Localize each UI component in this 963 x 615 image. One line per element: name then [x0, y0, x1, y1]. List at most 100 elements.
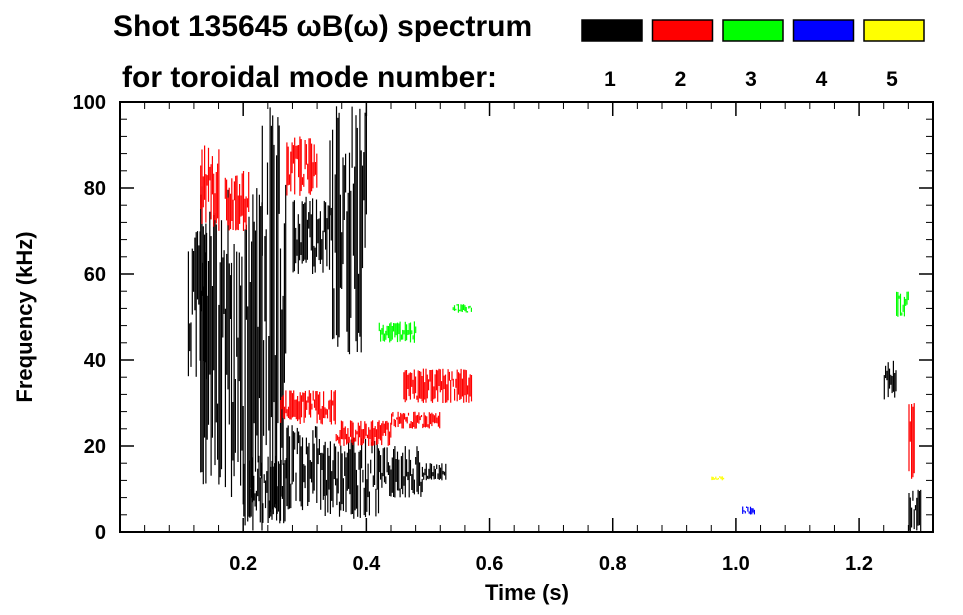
- x-tick-label: 1.0: [722, 553, 750, 575]
- spectrum-stroke: [309, 138, 311, 195]
- spectrum-stroke: [388, 431, 391, 446]
- spectrum-stroke: [393, 323, 395, 332]
- spectrum-stroke: [399, 488, 401, 498]
- spectrum-stroke: [888, 368, 891, 389]
- spectrum-stroke: [326, 218, 328, 267]
- spectrum-stroke: [358, 273, 360, 333]
- series-2-region-5: [391, 411, 441, 429]
- spectrum-stroke: [909, 497, 911, 532]
- spectrum-stroke: [459, 309, 461, 312]
- spectrum-stroke: [266, 162, 269, 215]
- spectrum-stroke: [271, 460, 273, 520]
- spectrum-stroke: [236, 175, 238, 230]
- spectrum-stroke: [400, 412, 402, 424]
- spectrum-stroke: [295, 227, 297, 264]
- spectrum-stroke: [400, 334, 402, 340]
- spectrum-stroke: [405, 417, 407, 422]
- axis-ticks: 0.2 0.4 0.6 0.8 1.0 1.2 0 20 40 60 80 100: [73, 92, 933, 575]
- spectrum-stroke: [455, 308, 457, 311]
- spectrum-stroke: [372, 475, 374, 487]
- spectrum-stroke: [903, 296, 905, 317]
- spectrum-stroke: [442, 368, 444, 403]
- spectrum-stroke: [321, 239, 323, 260]
- spectrum-stroke: [316, 153, 318, 188]
- spectrum-stroke: [281, 309, 283, 448]
- spectrum-stroke: [207, 261, 210, 425]
- spectrum-stroke: [411, 422, 413, 429]
- y-tick-label: 40: [84, 350, 106, 372]
- spectrum-stroke: [383, 333, 386, 342]
- spectrum-stroke: [226, 253, 228, 375]
- spectrum-stroke: [311, 403, 313, 410]
- spectrum-stroke: [429, 370, 431, 382]
- series-1-region-6: [286, 425, 324, 511]
- spectrum-stroke: [276, 155, 278, 521]
- spectrum-stroke: [412, 335, 414, 340]
- spectrum-stroke: [308, 390, 310, 415]
- spectrum-stroke: [343, 165, 345, 220]
- spectrum-stroke: [281, 396, 283, 410]
- spectrum-stroke: [308, 138, 310, 194]
- spectrum-stroke: [436, 464, 438, 470]
- spectrum-stroke: [323, 445, 325, 496]
- spectrum-stroke: [227, 189, 229, 390]
- spectrum-stroke: [438, 368, 440, 386]
- spectrum-stroke: [897, 292, 899, 317]
- spectrum-stroke: [331, 471, 333, 501]
- legend-swatch-mode-5: [863, 19, 925, 42]
- spectrum-stroke: [403, 372, 405, 400]
- spectrum-stroke: [386, 420, 388, 430]
- spectrum-stroke: [417, 414, 419, 423]
- spectrum-stroke: [347, 428, 349, 444]
- y-axis-label: Frequency (kHz): [12, 231, 37, 402]
- spectrum-stroke: [382, 448, 384, 477]
- spectrum-stroke: [339, 194, 341, 288]
- spectrum-stroke: [292, 145, 294, 164]
- spectrum-stroke: [416, 446, 418, 492]
- spectrum-stroke: [385, 421, 387, 436]
- spectrum-stroke: [263, 340, 265, 436]
- legend-label-mode-3: 3: [745, 68, 757, 91]
- series-1-region-13: [908, 489, 922, 532]
- spectrum-stroke: [320, 452, 322, 510]
- spectrum-stroke: [419, 416, 421, 421]
- spectrum-stroke: [432, 414, 434, 423]
- spectrum-stroke: [886, 370, 888, 381]
- spectrum-stroke: [382, 420, 384, 436]
- spectrum-stroke: [460, 368, 462, 399]
- spectrum-stroke: [374, 441, 376, 485]
- spectrum-stroke: [201, 186, 203, 473]
- spectrum-stroke: [363, 487, 365, 516]
- spectrum-stroke: [213, 173, 215, 227]
- spectrum-stroke: [361, 429, 363, 446]
- spectrum-stroke: [303, 173, 305, 187]
- spectrum-stroke: [288, 436, 291, 509]
- spectrum-stroke: [242, 171, 245, 231]
- spectrum-stroke: [196, 231, 199, 300]
- spectrum-stroke: [396, 451, 399, 491]
- spectrum-stroke: [404, 413, 406, 420]
- y-tick-label: 60: [84, 264, 106, 286]
- spectrum-stroke: [253, 475, 255, 501]
- spectrum-stroke: [329, 441, 331, 514]
- y-tick-label: 0: [95, 522, 106, 544]
- spectrum-stroke: [437, 415, 439, 427]
- spectrum-stroke: [411, 330, 413, 335]
- series-2-region-6: [403, 368, 473, 403]
- spectrum-stroke: [255, 490, 257, 511]
- spectrum-stroke: [375, 488, 377, 517]
- spectrum-stroke: [209, 211, 211, 375]
- spectrum-stroke: [402, 329, 404, 340]
- spectrum-stroke: [323, 200, 325, 233]
- spectrum-stroke: [290, 390, 292, 420]
- spectrum-stroke: [309, 460, 311, 479]
- spectrum-stroke: [348, 152, 351, 355]
- spectrum-stroke: [324, 441, 326, 516]
- spectrum-stroke: [716, 478, 718, 480]
- spectrum-stroke: [374, 426, 376, 437]
- spectrum-stroke: [310, 393, 312, 418]
- spectrum-stroke: [373, 428, 375, 446]
- spectrum-stroke: [350, 439, 352, 515]
- legend-label-mode-2: 2: [675, 68, 687, 91]
- spectrum-stroke: [399, 321, 401, 342]
